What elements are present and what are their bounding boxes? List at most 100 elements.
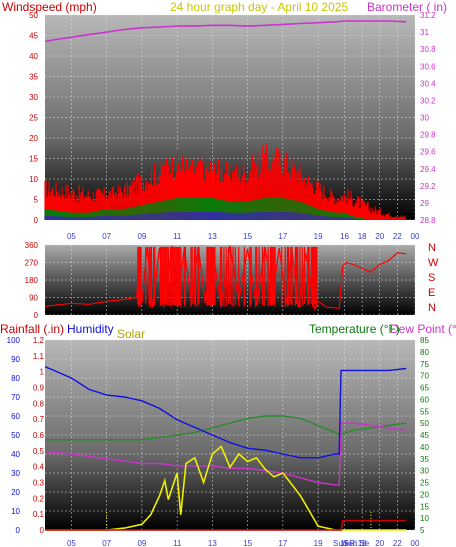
climate-x-tick-label: 07 bbox=[102, 539, 111, 547]
wind-tick-label: 10 bbox=[29, 175, 38, 184]
wind-x-tick-label: 15 bbox=[243, 232, 252, 241]
humidity-tick-label: 20 bbox=[11, 488, 20, 497]
direction-tick-label: 180 bbox=[25, 276, 39, 285]
humidity-tick-label: 90 bbox=[11, 355, 20, 364]
wind-x-tick-label: 00 bbox=[411, 232, 420, 241]
rainfall-axis-title: Rainfall (.in) bbox=[0, 322, 64, 336]
wind-tick-label: 15 bbox=[29, 155, 38, 164]
wind-x-tick-label: 07 bbox=[102, 232, 111, 241]
temperature-tick-label: 60 bbox=[420, 395, 429, 404]
rainfall-tick-label: 0.1 bbox=[33, 510, 45, 519]
climate-x-tick-label: 05 bbox=[67, 539, 76, 547]
barometer-tick-label: 29.8 bbox=[420, 131, 436, 140]
sunset-label: Sun Se bbox=[343, 539, 370, 547]
compass-label: N bbox=[428, 242, 436, 254]
climate-x-tick-label: 22 bbox=[393, 539, 402, 547]
rainfall-tick-label: 0.3 bbox=[33, 479, 45, 488]
climate-x-tick-label: 16 bbox=[340, 539, 349, 547]
solar-line bbox=[45, 445, 407, 531]
barometer-tick-label: 28.8 bbox=[420, 216, 436, 225]
barometer-tick-label: 29 bbox=[420, 199, 429, 208]
rainfall-tick-label: 0.6 bbox=[33, 431, 45, 440]
temperature-tick-label: 35 bbox=[420, 455, 429, 464]
wind-tick-label: 25 bbox=[29, 114, 38, 123]
climate-x-tick-label: 18 bbox=[358, 539, 367, 547]
wind-x-tick-label: 05 bbox=[67, 232, 76, 241]
temperature-tick-label: 55 bbox=[420, 407, 429, 416]
humidity-tick-label: 40 bbox=[11, 450, 20, 459]
climate-x-ticks: 05 07 09 11 13 15 17 19 16 18 20 22 00 bbox=[67, 539, 420, 547]
climate-x-tick-label: 17 bbox=[278, 539, 287, 547]
temperature-tick-label: 25 bbox=[420, 479, 429, 488]
climate-x-tick-label: 19 bbox=[314, 539, 323, 547]
temperature-axis-title: Temperature (°F) bbox=[309, 322, 400, 336]
direction-left-ticks: 0 90 180 270 360 bbox=[25, 241, 39, 320]
solar-title: Solar bbox=[117, 327, 145, 341]
wind-tick-label: 30 bbox=[29, 93, 38, 102]
temperature-tick-label: 65 bbox=[420, 384, 429, 393]
rainfall-tick-label: 0.4 bbox=[33, 463, 45, 472]
compass-label: S bbox=[428, 272, 435, 284]
barometer-tick-label: 29.2 bbox=[420, 182, 436, 191]
rainfall-tick-label: 0.7 bbox=[33, 415, 45, 424]
dewpoint-axis-title: Dew Point (°F) bbox=[390, 322, 456, 336]
climate-x-tick-label: 20 bbox=[375, 539, 384, 547]
wind-tick-label: 50 bbox=[29, 11, 38, 20]
wind-x-tick-label: 11 bbox=[173, 232, 182, 241]
humidity-tick-label: 60 bbox=[11, 412, 20, 421]
direction-series bbox=[44, 245, 407, 312]
barometer-tick-label: 30 bbox=[420, 114, 429, 123]
wind-tick-label: 20 bbox=[29, 134, 38, 143]
temperature-line bbox=[45, 415, 407, 441]
compass-label: E bbox=[428, 287, 435, 299]
rainfall-tick-label: 0.8 bbox=[33, 399, 45, 408]
barometer-tick-label: 30.4 bbox=[420, 79, 436, 88]
wind-x-tick-label: 19 bbox=[314, 232, 323, 241]
page-title: 24 hour graph day - April 10 2025 bbox=[170, 0, 348, 14]
temperature-tick-label: 50 bbox=[420, 419, 429, 428]
direction-tick-label: 270 bbox=[25, 259, 39, 268]
rainfall-tick-label: 0 bbox=[40, 526, 45, 535]
temperature-tick-label: 40 bbox=[420, 443, 429, 452]
wind-x-tick-label: 22 bbox=[393, 232, 402, 241]
climate-panel: 0 0.1 0.2 0.3 0.4 0.5 0.6 0.7 0.8 0.9 1 1.1 1.2 0 10 2… bbox=[0, 322, 456, 547]
wind-x-tick-label: 20 bbox=[375, 232, 384, 241]
wind-tick-label: 45 bbox=[29, 32, 38, 41]
rainfall-tick-label: 1.1 bbox=[33, 352, 45, 361]
wind-tick-label: 0 bbox=[34, 216, 39, 225]
wind-x-tick-label: 09 bbox=[137, 232, 146, 241]
temperature-tick-label: 15 bbox=[420, 502, 429, 511]
wind-x-tick-label: 13 bbox=[208, 232, 217, 241]
temperature-tick-label: 80 bbox=[420, 348, 429, 357]
rainfall-tick-label: 1 bbox=[40, 368, 45, 377]
barometer-tick-label: 30.2 bbox=[420, 96, 436, 105]
barometer-tick-label: 29.4 bbox=[420, 165, 436, 174]
direction-tick-label: 360 bbox=[25, 241, 39, 250]
barometer-line bbox=[44, 20, 407, 43]
compass-label: W bbox=[428, 257, 439, 269]
barometer-tick-label: 31.2 bbox=[420, 11, 436, 20]
humidity-tick-label: 10 bbox=[11, 507, 20, 516]
barometer-tick-label: 30.6 bbox=[420, 62, 436, 71]
wind-right-ticks: 28.8 29 29.2 29.4 29.6 29.8 30 30.2 30.4 30.6 30.8… bbox=[420, 11, 436, 225]
direction-tick-label: 90 bbox=[29, 294, 38, 303]
rainfall-tick-label: 0.2 bbox=[33, 494, 45, 503]
humidity-tick-label: 100 bbox=[7, 336, 21, 345]
wind-tick-label: 5 bbox=[34, 196, 39, 205]
temperature-tick-label: 30 bbox=[420, 467, 429, 476]
rainfall-tick-label: 0.9 bbox=[33, 384, 45, 393]
temperature-tick-label: 70 bbox=[420, 372, 429, 381]
barometer-tick-label: 29.6 bbox=[420, 148, 436, 157]
climate-series bbox=[44, 365, 407, 531]
rainfall-tick-label: 1.2 bbox=[33, 336, 45, 345]
sunrise-label: Sun Ri bbox=[333, 539, 357, 547]
barometer-tick-label: 30.8 bbox=[420, 45, 436, 54]
wind-axis-title: Windspeed (mph) bbox=[2, 0, 97, 14]
barometer-tick-label: 31 bbox=[420, 28, 429, 37]
temperature-tick-label: 10 bbox=[420, 514, 429, 523]
wind-left-ticks: 0 5 10 15 20 25 30 35 40 45 50 bbox=[29, 11, 38, 225]
